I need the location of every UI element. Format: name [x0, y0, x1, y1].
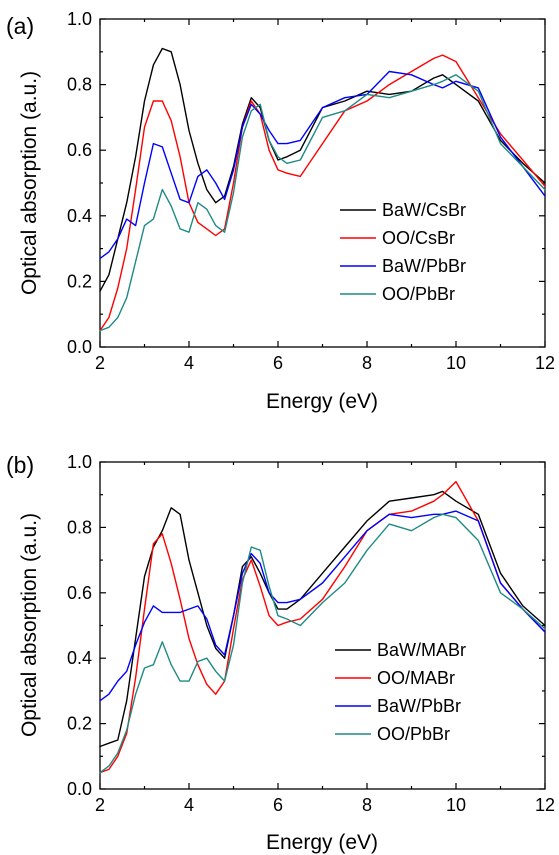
panel-a-series-baw-pbbr — [99, 70, 546, 260]
panel-b-legend-label: OO/PbBr — [377, 724, 450, 744]
panel-b-series-oo-mabr — [99, 480, 546, 774]
panel-b-xtick-label: 4 — [184, 795, 194, 815]
panel-a-ylabel: Optical absorption (a.u.) — [18, 71, 41, 295]
panel-a-plot-frame — [99, 18, 546, 348]
panel-b-legend-label: OO/MABr — [377, 668, 455, 688]
panel-a-label: (a) — [6, 13, 34, 39]
panel-a-xtick-label: 10 — [446, 353, 466, 373]
panel-b-ytick-label: 0.2 — [67, 714, 92, 734]
panel-b-xlabel: Energy (eV) — [266, 831, 378, 854]
panel-a-legend-label: BaW/CsBr — [382, 200, 466, 220]
panel-b-plot: 2 4 6 8 10 12 0.0 0.2 0.4 0.6 0.8 1.0 BaW/MABr OO/MAB… — [67, 452, 555, 815]
panel-b-xtick-label: 10 — [446, 795, 466, 815]
panel-a-legend-label: BaW/PbBr — [382, 256, 466, 276]
panel-b-legend-label: BaW/MABr — [377, 640, 466, 660]
panel-a-ytick-label: 0.4 — [67, 206, 92, 226]
panel-a-xtick-label: 2 — [95, 353, 105, 373]
panel-b: (b) Optical absorption (a.u.) Energy (eV… — [6, 452, 555, 854]
panel-b-xtick-label: 6 — [273, 795, 283, 815]
panel-b-legend-label: BaW/PbBr — [377, 696, 461, 716]
panel-a-xtick-label: 8 — [362, 353, 372, 373]
panel-b-xtick-label: 8 — [362, 795, 372, 815]
panel-b-legend: BaW/MABr OO/MABr BaW/PbBr OO/PbBr — [335, 640, 466, 744]
panel-a-xtick-label: 4 — [184, 353, 194, 373]
panel-a-xtick-label: 12 — [535, 353, 555, 373]
panel-b-series-baw-mabr — [99, 490, 546, 748]
panel-a-xtick-label: 6 — [273, 353, 283, 373]
panel-b-label: (b) — [6, 452, 34, 478]
panel-b-ylabel: Optical absorption (a.u.) — [18, 513, 41, 737]
panel-a-legend-label: OO/PbBr — [382, 284, 455, 304]
panel-b-xtick-label: 2 — [95, 795, 105, 815]
panel-b-ytick-label: 1.0 — [67, 452, 92, 472]
panel-b-ytick-label: 0.4 — [67, 648, 92, 668]
panel-b-series-oo-pbbr — [99, 513, 546, 774]
panel-b-ytick-label: 0.0 — [67, 779, 92, 799]
panel-a: (a) Optical absorption (a.u.) Energy (eV… — [6, 9, 555, 413]
panel-a-legend-label: OO/CsBr — [382, 228, 455, 248]
panel-a-plot: 2 4 6 8 10 12 0.0 0.2 0.4 0.6 0.8 1.0 BaW/CsBr OO/CsB… — [67, 9, 555, 373]
panel-a-series-baw-csbr — [99, 47, 546, 292]
panel-a-ytick-label: 0.6 — [67, 140, 92, 160]
panel-b-plot-frame — [99, 461, 546, 790]
panel-b-series-baw-pbbr — [99, 510, 546, 702]
panel-a-series-oo-pbbr — [99, 74, 546, 332]
panel-b-ytick-label: 0.8 — [67, 517, 92, 537]
panel-a-xlabel: Energy (eV) — [266, 390, 378, 413]
panel-a-ytick-label: 0.0 — [67, 337, 92, 357]
panel-b-ytick-label: 0.6 — [67, 583, 92, 603]
panel-a-ytick-label: 0.8 — [67, 75, 92, 95]
panel-a-series-oo-csbr — [99, 54, 546, 332]
panel-a-ytick-label: 1.0 — [67, 9, 92, 29]
panel-b-xtick-label: 12 — [535, 795, 555, 815]
panel-a-ytick-label: 0.2 — [67, 271, 92, 291]
panel-a-legend: BaW/CsBr OO/CsBr BaW/PbBr OO/PbBr — [340, 200, 466, 304]
